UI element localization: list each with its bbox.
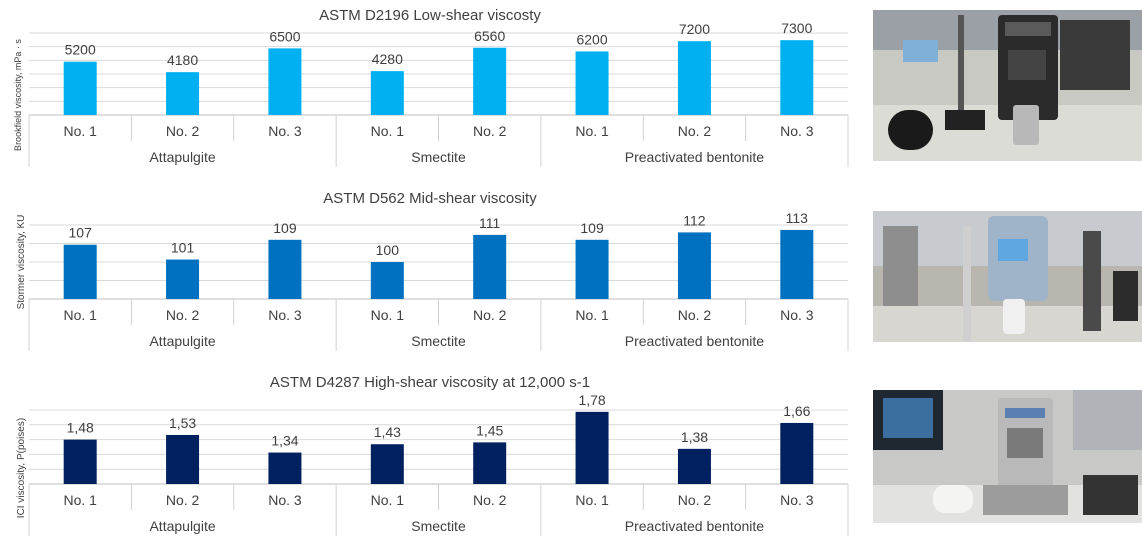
chart-2-category-label: No. 2 [166, 307, 200, 323]
brookfield-viscometer-photo-icon [873, 10, 1142, 161]
chart-1-data-label: 6200 [576, 31, 607, 47]
chart-3-bar [473, 442, 507, 484]
chart-2-category-label: No. 1 [63, 307, 97, 323]
chart-2-y-axis-label: Stormer viscosity, KU [16, 215, 27, 310]
chart-1-category-label: No. 1 [63, 123, 97, 139]
charts-panel: ASTM D2196 Low-shear viscosty Brookfield … [13, 7, 849, 536]
chart-1-data-label: 4280 [372, 51, 403, 67]
chart-1-group-label: Smectite [411, 149, 466, 165]
chart-1-category-label: No. 2 [678, 123, 712, 139]
chart-3-bar [370, 444, 404, 484]
chart-2-bar [63, 244, 97, 299]
chart-1-category-label: No. 3 [268, 123, 302, 139]
chart-1-data-label: 5200 [65, 42, 96, 58]
chart-2-data-label: 100 [376, 242, 400, 258]
chart-3-data-label: 1,78 [578, 392, 605, 408]
chart-2-category-label: No. 3 [268, 307, 302, 323]
chart-3-data-label: 1,48 [67, 420, 94, 436]
chart-1-data-label: 6500 [269, 28, 300, 44]
chart-2-group-label: Attapulgite [149, 333, 215, 349]
chart-3-y-axis-label: ICI viscosity, P(poises) [16, 418, 27, 518]
chart-1-bar [166, 72, 200, 115]
chart-3-bar [268, 452, 302, 484]
chart-2-title: ASTM D562 Mid-shear viscosity [323, 190, 537, 207]
chart-2-data-label: 112 [683, 212, 706, 228]
chart-1-category-label: No. 1 [371, 123, 405, 139]
chart-2-data-label: 113 [786, 210, 809, 226]
stormer-viscometer-photo-icon [873, 211, 1142, 342]
chart-3-data-label: 1,38 [681, 429, 708, 445]
chart-3-category-label: No. 2 [678, 492, 712, 508]
chart-1-category-label: No. 3 [780, 123, 814, 139]
chart-2-category-label: No. 3 [780, 307, 814, 323]
chart-3-category-label: No. 2 [166, 492, 200, 508]
chart-1-data-label: 4180 [167, 52, 198, 68]
ici-cone-plate-viscometer-photo-icon [873, 390, 1142, 523]
chart-1-bar [63, 61, 97, 115]
chart-3-category-label: No. 3 [780, 492, 814, 508]
chart-2-group-label: Preactivated bentonite [625, 333, 765, 349]
chart-3-bar [677, 448, 711, 484]
chart-1-bar [780, 40, 814, 115]
chart-3-data-label: 1,34 [271, 433, 298, 449]
chart-3-category-label: No. 2 [473, 492, 507, 508]
chart-2-bar [166, 259, 200, 299]
chart-2-data-label: 111 [479, 215, 500, 231]
chart-3-title: ASTM D4287 High-shear viscosity at 12,00… [270, 374, 590, 391]
chart-3-data-label: 1,66 [783, 403, 810, 419]
chart-2-category-label: No. 2 [473, 307, 507, 323]
chart-1-bar [473, 47, 507, 116]
chart-1-group-label: Preactivated bentonite [625, 149, 765, 165]
chart-1-data-label: 6560 [474, 28, 505, 44]
chart-1-data-label: 7200 [679, 21, 710, 37]
chart-2-category-label: No. 1 [371, 307, 405, 323]
chart-2-data-label: 109 [580, 220, 604, 236]
chart-3-group-label: Preactivated bentonite [625, 518, 765, 534]
chart-2-data-label: 109 [273, 220, 297, 236]
chart-2-bar [370, 262, 404, 299]
chart-2-bar [780, 229, 814, 299]
chart-2-data-label: 107 [69, 225, 93, 241]
chart-1-category-label: No. 2 [473, 123, 507, 139]
chart-1-bar [677, 41, 711, 116]
chart-1-bar [370, 71, 404, 115]
chart-1-title: ASTM D2196 Low-shear viscosty [319, 7, 541, 24]
chart-1-bar [268, 48, 302, 115]
brookfield-viscometer-photo [873, 10, 1142, 161]
chart-3-category-label: No. 1 [63, 492, 97, 508]
chart-1-category-label: No. 2 [166, 123, 200, 139]
chart-3-bar [63, 439, 97, 484]
chart-3-category-label: No. 3 [268, 492, 302, 508]
chart-3-data-label: 1,45 [476, 422, 503, 438]
chart-3-data-label: 1,43 [374, 424, 401, 440]
chart-1-category-label: No. 1 [575, 123, 609, 139]
chart-3-group-label: Attapulgite [149, 518, 215, 534]
chart-2-category-label: No. 2 [678, 307, 712, 323]
chart-3-category-label: No. 1 [575, 492, 609, 508]
chart-2-group-label: Smectite [411, 333, 466, 349]
chart-3-data-label: 1,53 [169, 415, 196, 431]
chart-2-category-label: No. 1 [575, 307, 609, 323]
chart-2-bar [268, 239, 302, 299]
stormer-viscometer-photo [873, 211, 1142, 342]
chart-3-bar [166, 434, 200, 484]
chart-3-bar [575, 411, 609, 484]
chart-2-bar [575, 239, 609, 299]
chart-2-data-label: 101 [171, 240, 195, 256]
chart-1-data-label: 7300 [781, 20, 812, 36]
chart-3-category-label: No. 1 [371, 492, 405, 508]
chart-3-group-label: Smectite [411, 518, 466, 534]
chart-3-bar [780, 422, 814, 484]
ici-cone-plate-viscometer-photo [873, 390, 1142, 523]
chart-1-group-label: Attapulgite [149, 149, 215, 165]
chart-2-bar [677, 232, 711, 299]
chart-1-bar [575, 51, 609, 115]
chart-2-bar [473, 234, 507, 299]
chart-1-y-axis-label: Brookfield viscosity, mPa · s [13, 39, 23, 151]
